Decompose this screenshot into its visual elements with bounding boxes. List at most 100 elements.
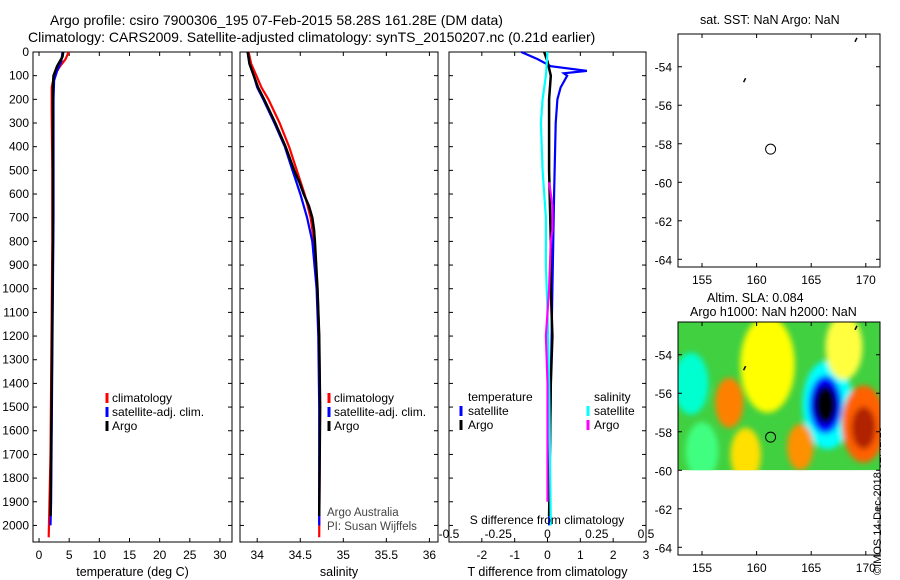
series-line-argo <box>49 51 65 517</box>
y-tick-label: 500 <box>9 163 29 177</box>
y-tick-label: 1400 <box>2 376 29 390</box>
y-tick-label: 1700 <box>2 447 29 461</box>
y-tick-label: 1200 <box>2 329 29 343</box>
plot-frame-sal <box>239 51 439 543</box>
series-line-t-argo <box>543 51 554 517</box>
legend-title-temperature: temperature <box>468 390 533 404</box>
map-x-tick-label: 165 <box>801 273 821 287</box>
y-tick-label: 1600 <box>2 424 29 438</box>
sla-anomaly-blob <box>730 427 761 471</box>
map-y-tick-label: -60 <box>655 464 673 478</box>
credit-annotation: PI: Susan Wijffels <box>327 521 417 533</box>
x-tick-label: 35.5 <box>375 548 399 562</box>
series-line-t-satellite <box>520 50 588 526</box>
legend-label: climatology <box>334 391 394 405</box>
legend-label: satellite <box>468 404 509 418</box>
map-sla_map: 155 160 165 170 -54 -56 -58 -60 -62 -64 <box>655 321 881 575</box>
sla-anomaly-blob <box>678 352 709 415</box>
sla-anomaly-blob <box>740 322 795 413</box>
map-x-tick-label: 170 <box>856 561 876 575</box>
map-y-tick-label: -56 <box>655 99 673 113</box>
x-tick-label: 36 <box>423 548 437 562</box>
map-x-tick-label: 165 <box>801 561 821 575</box>
x-axis-label: salinity <box>320 565 359 579</box>
x-tick-label-secondary: -0.25 <box>485 527 513 541</box>
map-y-tick-label: -54 <box>655 61 673 75</box>
x-tick-label: 10 <box>93 548 107 562</box>
map-x-tick-label: 155 <box>692 273 712 287</box>
profile-track-dot <box>742 77 747 83</box>
y-tick-label: 1000 <box>2 282 29 296</box>
x-tick-label: 0 <box>36 548 43 562</box>
y-tick-label: 300 <box>9 116 29 130</box>
x-tick-label: 20 <box>153 548 167 562</box>
legend-label: satellite <box>594 404 635 418</box>
map-y-tick-label: -54 <box>655 349 673 363</box>
map-y-tick-label: -64 <box>655 253 673 267</box>
map-y-tick-label: -64 <box>655 541 673 555</box>
plot-frame-temp <box>32 51 233 543</box>
x-axis-label: temperature (deg C) <box>76 565 189 579</box>
map-x-tick-label: 160 <box>747 561 767 575</box>
map-y-tick-label: -58 <box>655 426 673 440</box>
legend-label: climatology <box>112 391 172 405</box>
legend-title-salinity: salinity <box>594 390 631 404</box>
profile-track-dot <box>742 365 747 371</box>
x-tick-label: -1 <box>509 548 520 562</box>
panel-sal: 34 34.5 35 35.5 36 salinity <box>239 51 439 579</box>
map-subtitle: Argo h1000: NaN h2000: NaN <box>690 305 857 319</box>
sla-anomaly-blob <box>851 406 876 450</box>
y-tick-label: 700 <box>9 211 29 225</box>
map-frame-sst_map <box>677 33 881 268</box>
argo-location-marker <box>765 143 777 155</box>
sla-anomaly-blob <box>715 377 744 428</box>
y-tick-label: 800 <box>9 234 29 248</box>
map-x-tick-label: 170 <box>856 273 876 287</box>
map-frame-sla_map <box>677 321 881 556</box>
series-line-argo <box>246 51 322 517</box>
legend-label: Argo <box>594 418 620 432</box>
panel-diff: -2 -1 0 1 2 3 T difference from climatology <box>448 50 650 579</box>
x-axis-label: T difference from climatology <box>467 565 628 579</box>
profile-track-dot <box>854 37 858 43</box>
y-tick-label: 400 <box>9 140 29 154</box>
series-line-s-argo <box>544 182 554 502</box>
series-line-s-satellite <box>539 51 552 526</box>
map-x-tick-label: 155 <box>692 561 712 575</box>
sla-blob-layer <box>678 322 880 471</box>
x-tick-label: 35 <box>337 548 351 562</box>
sla-anomaly-blob <box>814 385 837 425</box>
map-sst_map: 155 160 165 170 -54 -56 -58 -60 -62 -64 <box>655 33 881 287</box>
y-tick-label: 1800 <box>2 471 29 485</box>
sla-field <box>678 322 880 471</box>
title-line-2: Climatology: CARS2009. Satellite-adjuste… <box>28 29 596 45</box>
x-tick-label: 34 <box>251 548 265 562</box>
legend-label: Argo <box>334 419 360 433</box>
y-tick-label: 600 <box>9 187 29 201</box>
x-tick-label-secondary: 0 <box>544 527 551 541</box>
y-tick-label: 0 <box>22 45 29 59</box>
credit-annotation: Argo Australia <box>327 507 399 519</box>
y-tick-label: 1500 <box>2 400 29 414</box>
legend-label: Argo <box>112 419 138 433</box>
x-tick-label: 5 <box>66 548 73 562</box>
x-tick-label: 30 <box>213 548 227 562</box>
profile-track-dot <box>854 325 858 331</box>
y-tick-label: 1900 <box>2 495 29 509</box>
series-line-satellite-adj--clim- <box>246 51 321 526</box>
x-tick-label-secondary: -0.5 <box>439 527 460 541</box>
map-title: Altim. SLA: 0.084 <box>707 291 804 305</box>
panel-temp: 0 5 10 15 20 25 300100200300400500600700800900… <box>2 45 233 579</box>
series-line-climatology <box>247 51 322 538</box>
sla-anomaly-blob <box>787 424 814 471</box>
y-tick-label: 900 <box>9 258 29 272</box>
map-y-tick-label: -62 <box>655 503 673 517</box>
argo-location-marker <box>765 431 777 443</box>
x-tick-label: 1 <box>577 548 584 562</box>
map-y-tick-label: -62 <box>655 215 673 229</box>
x-tick-label: 3 <box>643 548 650 562</box>
x-tick-label-secondary: 0.25 <box>585 527 609 541</box>
x-axis-label-secondary: S difference from climatology <box>470 513 625 527</box>
sla-anomaly-blob <box>685 422 719 471</box>
